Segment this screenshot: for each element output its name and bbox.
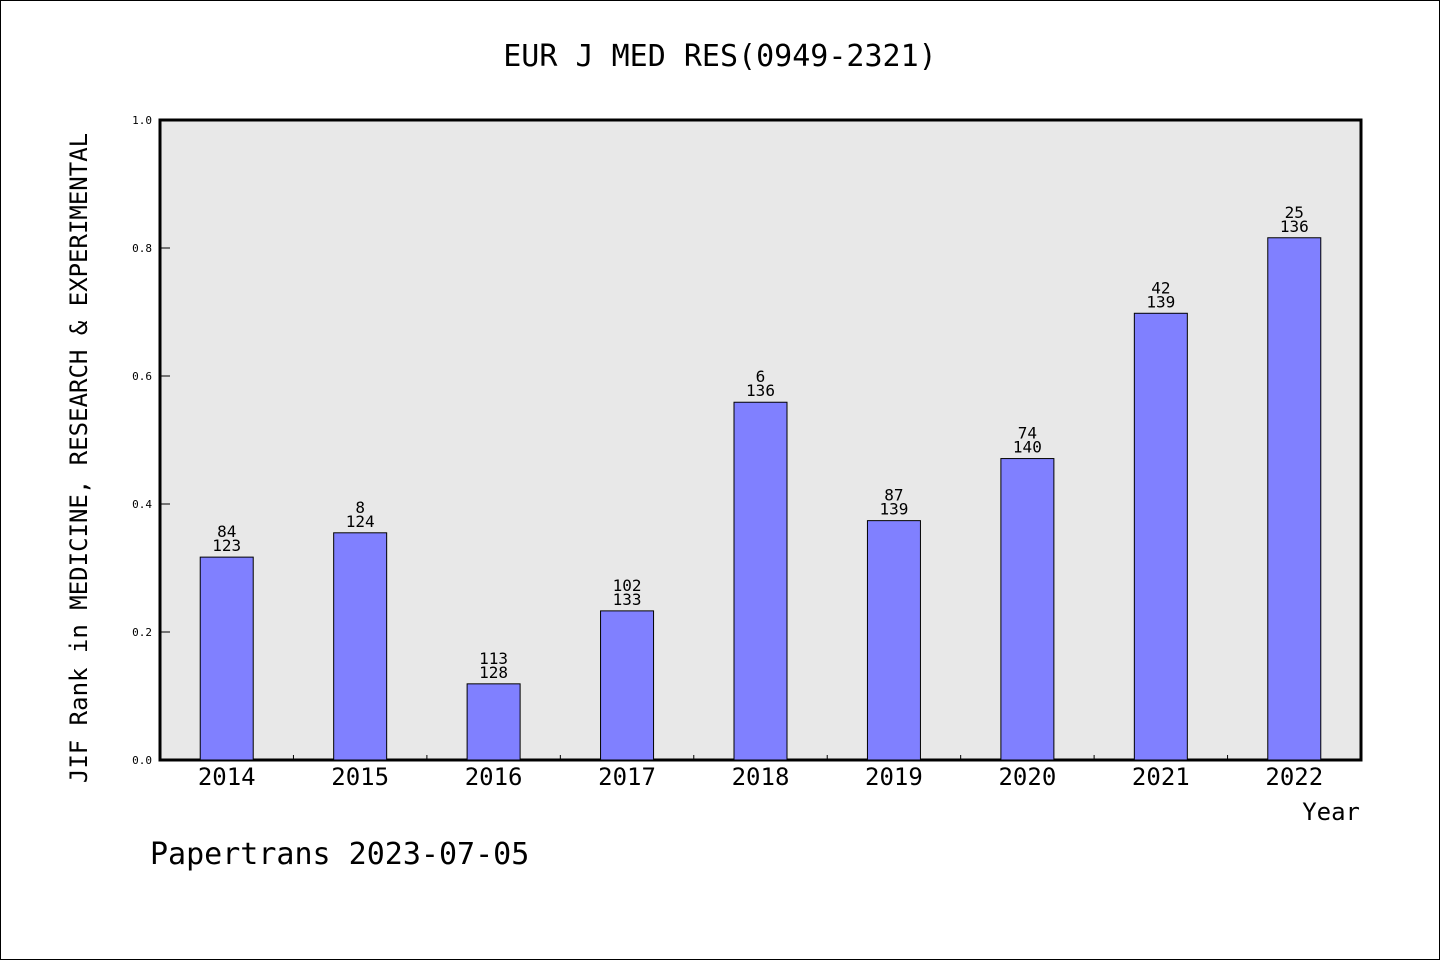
bar-rank-label: 6: [756, 367, 766, 386]
bar-rank-label: 25: [1285, 203, 1304, 222]
y-tick-label: 0.6: [132, 370, 152, 383]
chart-title: EUR J MED RES(0949-2321): [503, 39, 936, 74]
x-tick-label: 2015: [331, 763, 389, 791]
x-tick-label: 2016: [465, 763, 523, 791]
y-tick-label: 0.0: [132, 754, 152, 767]
bar-2019: [866, 520, 921, 761]
bar-rank-label: 42: [1151, 278, 1170, 297]
bar-rank-label: 113: [479, 649, 508, 668]
x-axis-ticks: [292, 755, 1229, 760]
bars: [199, 237, 1322, 761]
bar-rank-label: 87: [884, 486, 903, 505]
bar-total-label: 140: [1013, 438, 1042, 457]
y-tick-label: 0.4: [132, 498, 152, 511]
x-tick-label: 2020: [998, 763, 1056, 791]
x-tick-label: 2019: [865, 763, 923, 791]
bar-labels: 8412381241131281021336136871397414042139…: [212, 203, 1308, 682]
y-tick-label: 1.0: [132, 114, 152, 127]
bar-2020: [1000, 458, 1055, 761]
bar-rank-label: 8: [355, 498, 365, 517]
bar-total-label: 133: [613, 590, 642, 609]
x-tick-label: 2014: [198, 763, 256, 791]
x-tick-label: 2018: [732, 763, 790, 791]
x-tick-label: 2021: [1132, 763, 1190, 791]
x-tick-label: 2022: [1265, 763, 1323, 791]
bar-rank-label: 74: [1018, 424, 1037, 443]
y-tick-label: 0.8: [132, 242, 152, 255]
bar-2022: [1267, 237, 1322, 761]
y-axis-label: JIF Rank in MEDICINE, RESEARCH & EXPERIM…: [65, 133, 93, 783]
bar-total-label: 124: [346, 512, 375, 531]
x-tick-label: 2017: [598, 763, 656, 791]
bar-rank-label: 102: [613, 576, 642, 595]
bar-total-label: 128: [479, 663, 508, 682]
bar-total-label: 139: [879, 500, 908, 519]
bar-2017: [600, 610, 655, 761]
bar-total-label: 136: [746, 381, 775, 400]
y-tick-label: 0.2: [132, 626, 152, 639]
footer-credit: Papertrans 2023-07-05: [150, 837, 529, 872]
bar-total-label: 123: [212, 536, 241, 555]
bar-2021: [1133, 312, 1188, 761]
bar-2018: [733, 401, 788, 761]
y-axis-ticks: 0.0 0.2 0.4 0.6 0.8 1.0: [132, 114, 170, 767]
bar-2015: [333, 532, 388, 761]
x-axis-label: Year: [1302, 798, 1360, 826]
bar-total-label: 139: [1146, 292, 1175, 311]
bar-2014: [199, 556, 254, 761]
bar-2016: [466, 683, 521, 761]
bar-rank-label: 84: [217, 522, 236, 541]
bar-total-label: 136: [1280, 217, 1309, 236]
x-tick-labels: 2014 2015 2016 2017 2018 2019 2020 2021 2022: [198, 763, 1323, 791]
